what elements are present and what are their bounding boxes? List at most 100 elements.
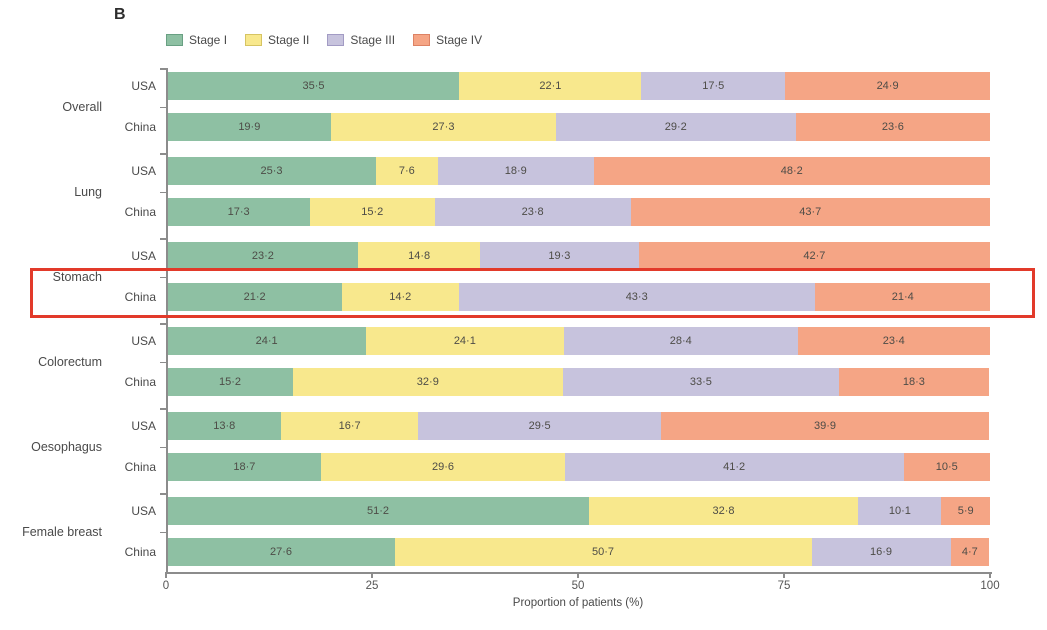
x-axis-tick [371, 572, 373, 578]
bar-segment-stage-ii: 14·8 [358, 242, 481, 270]
bar-segment-stage-i: 25·3 [167, 157, 376, 185]
x-axis-tick-label: 100 [980, 580, 1000, 592]
segment-value-label: 32·8 [712, 505, 735, 517]
row-label-oesophagus-usa: USA [131, 419, 156, 433]
legend-label: Stage IV [436, 33, 483, 47]
panel-label: B [114, 6, 126, 23]
segment-value-label: 32·9 [416, 376, 439, 388]
bar-row-female-breast-china: 27·6 50·7 16·9 4·7 [167, 538, 991, 566]
segment-value-label: 23·2 [251, 250, 274, 262]
y-axis-group-boundary-tick [160, 408, 166, 410]
bar-row-stomach-usa: 23·2 14·8 19·3 42·7 [167, 242, 991, 270]
x-axis-tick-label: 25 [365, 580, 379, 592]
segment-value-label: 35·5 [302, 80, 325, 92]
x-axis-tick [165, 572, 167, 578]
x-axis-tick-label: 50 [571, 580, 585, 592]
segment-value-label: 18·7 [233, 461, 256, 473]
bar-segment-stage-i: 19·9 [167, 113, 332, 141]
segment-value-label: 7·6 [398, 165, 415, 177]
bar-segment-stage-iv: 48·2 [593, 157, 990, 185]
group-label-colorectum: Colorectum [38, 354, 102, 369]
row-label-female-breast-china: China [124, 545, 156, 559]
bar-segment-stage-ii: 27·3 [331, 113, 556, 141]
bar-segment-stage-ii: 32·8 [588, 497, 859, 525]
bar-segment-stage-iii: 41·2 [564, 453, 904, 481]
segment-value-label: 50·7 [591, 546, 615, 558]
bar-segment-stage-iii: 18·9 [438, 157, 594, 185]
segment-value-label: 10·1 [888, 505, 911, 517]
segment-value-label: 16·9 [869, 546, 893, 558]
legend-swatch-stage-ii-icon [245, 34, 263, 46]
legend-swatch-stage-i-icon [166, 34, 183, 46]
bar-row-colorectum-china: 15·2 32·9 33·5 18·3 [167, 368, 991, 396]
bar-segment-stage-i: 51·2 [167, 497, 589, 525]
bar-segment-stage-i: 13·8 [167, 412, 281, 440]
bar-row-oesophagus-usa: 13·8 16·7 29·5 39·9 [167, 412, 991, 440]
segment-value-label: 23·8 [521, 206, 544, 218]
bar-row-lung-china: 17·3 15·2 23·8 43·7 [167, 198, 991, 226]
bar-segment-stage-i: 17·3 [167, 198, 310, 226]
y-axis-line [166, 68, 168, 572]
y-axis-group-mid-tick [160, 531, 166, 533]
segment-value-label: 17·3 [227, 206, 250, 218]
legend-swatch-stage-iv-icon [413, 34, 431, 46]
bar-row-female-breast-usa: 51·2 32·8 10·1 5·9 [167, 497, 991, 525]
legend-swatch-stage-iii-icon [327, 34, 345, 46]
row-label-stomach-usa: USA [131, 249, 156, 263]
bar-segment-stage-i: 15·2 [167, 368, 293, 396]
bar-segment-stage-iii: 17·5 [641, 72, 786, 100]
row-label-colorectum-usa: USA [131, 334, 156, 348]
bar-segment-stage-iv: 4·7 [950, 538, 990, 566]
legend-item-stage-i: Stage I [166, 33, 227, 47]
bar-segment-stage-iii: 19·3 [480, 242, 639, 270]
bar-segment-stage-ii: 22·1 [459, 72, 642, 100]
segment-value-label: 19·9 [238, 121, 261, 133]
row-label-stomach-china: China [124, 290, 156, 304]
bar-row-stomach-china: 21·2 14·2 43·3 21·4 [167, 283, 990, 311]
segment-value-label: 15·2 [361, 206, 384, 218]
y-axis-group-mid-tick [160, 446, 166, 448]
legend-label: Stage II [268, 33, 310, 47]
bar-segment-stage-iv: 10·5 [903, 453, 990, 481]
segment-value-label: 23·6 [881, 121, 904, 133]
bar-segment-stage-iii: 28·4 [563, 327, 798, 355]
segment-value-label: 19·3 [548, 250, 571, 262]
bar-segment-stage-iii: 23·8 [434, 198, 631, 226]
row-label-overall-china: China [124, 120, 156, 134]
segment-value-label: 16·7 [338, 420, 361, 432]
bar-segment-stage-iv: 42·7 [638, 242, 990, 270]
y-axis-group-mid-tick [160, 191, 166, 193]
row-label-lung-china: China [124, 205, 156, 219]
group-label-female-breast: Female breast [22, 524, 102, 539]
y-axis-group-boundary-tick [160, 153, 166, 155]
bar-segment-stage-iii: 43·3 [458, 283, 815, 311]
segment-value-label: 29·2 [664, 121, 687, 133]
row-label-colorectum-china: China [124, 375, 156, 389]
segment-value-label: 18·9 [504, 165, 527, 177]
legend-item-stage-ii: Stage II [245, 33, 309, 47]
bar-segment-stage-ii: 29·6 [321, 453, 565, 481]
y-axis-group-mid-tick [160, 106, 166, 108]
segment-value-label: 15·2 [218, 376, 242, 388]
row-label-lung-usa: USA [131, 164, 156, 178]
segment-value-label: 17·5 [702, 80, 725, 92]
bar-row-colorectum-usa: 24·1 24·1 28·4 23·4 [167, 327, 991, 355]
x-axis-tick [577, 572, 579, 578]
segment-value-label: 22·1 [539, 80, 562, 92]
segment-value-label: 41·2 [723, 461, 746, 473]
segment-value-label: 29·5 [528, 420, 551, 432]
segment-value-label: 24·9 [876, 80, 899, 92]
segment-value-label: 5·9 [957, 505, 974, 517]
group-label-stomach: Stomach [52, 269, 102, 284]
segment-value-label: 28·4 [669, 335, 692, 347]
segment-value-label: 33·5 [689, 376, 712, 388]
bar-segment-stage-iii: 29·2 [555, 113, 796, 141]
bar-row-overall-china: 19·9 27·3 29·2 23·6 [167, 113, 991, 141]
y-axis-group-mid-tick [160, 361, 166, 363]
segment-value-label: 21·4 [891, 291, 914, 303]
bar-row-oesophagus-china: 18·7 29·6 41·2 10·5 [167, 453, 991, 481]
bar-segment-stage-iv: 23·6 [795, 113, 990, 141]
x-axis-title: Proportion of patients (%) [512, 597, 644, 609]
segment-value-label: 13·8 [213, 420, 236, 432]
x-axis-tick-label: 0 [162, 580, 170, 592]
